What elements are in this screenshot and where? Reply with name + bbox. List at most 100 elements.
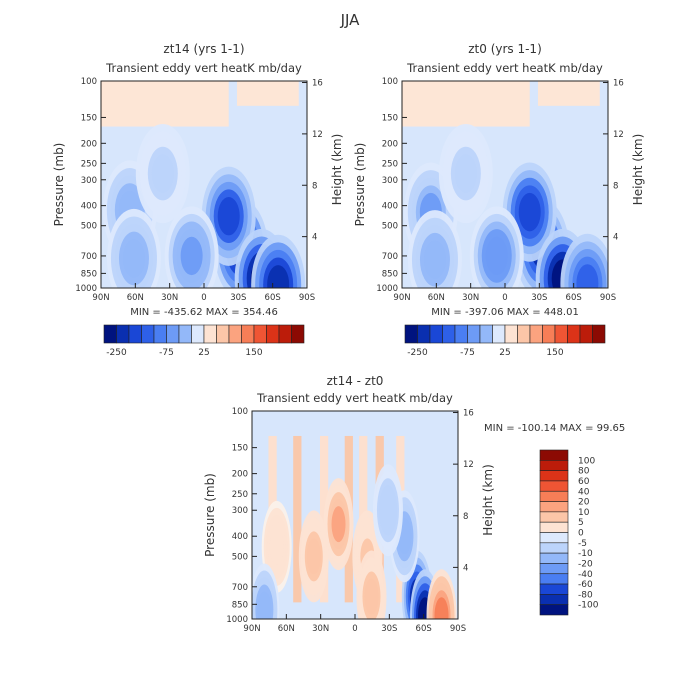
colorbar-label: -5	[578, 539, 587, 549]
y-tick-label: 400	[382, 202, 398, 212]
y-right-tick-label: 12	[613, 130, 624, 140]
contour-blob	[306, 538, 321, 575]
y-right-tick-label: 4	[613, 233, 618, 243]
x-tick-label: 60S	[566, 293, 582, 303]
plot-area	[101, 81, 307, 288]
colorbar-swatch	[529, 324, 543, 344]
colorbar-swatch	[216, 324, 230, 344]
panel-subtitle: Transient eddy vert heatK mb/day	[105, 61, 302, 75]
colorbar-label: 10	[578, 508, 590, 518]
contour-blob	[331, 506, 346, 543]
contour-blob	[423, 240, 446, 279]
panel-title: zt14 - zt0	[327, 374, 384, 388]
colorbar-swatch	[191, 324, 205, 344]
stats-text: MIN = -100.14 MAX = 99.65	[484, 423, 625, 434]
colorbar-swatch	[404, 324, 418, 344]
colorbar-swatch	[539, 511, 569, 523]
upper-band	[101, 81, 229, 127]
y-tick-label: 1000	[226, 615, 248, 625]
colorbar-swatch	[539, 563, 569, 575]
colorbar-label: -75	[460, 348, 475, 358]
x-tick-label: 0	[352, 624, 357, 634]
x-tick-label: 30S	[230, 293, 246, 303]
y-right-axis-label: Height (km)	[330, 134, 344, 205]
y-tick-label: 300	[81, 176, 97, 186]
colorbar-swatch	[128, 324, 142, 344]
contour-blob	[454, 154, 477, 193]
colorbar-swatch	[178, 324, 192, 344]
contour-blob	[257, 591, 272, 619]
colorbar-swatch	[278, 324, 292, 344]
y-right-tick-label: 8	[463, 512, 468, 522]
x-tick-label: 30S	[531, 293, 547, 303]
colorbar-swatch	[539, 490, 569, 502]
y-right-tick-label: 12	[463, 460, 474, 470]
colorbar-swatch	[592, 324, 606, 344]
colorbar-swatch	[539, 470, 569, 482]
colorbar-label: -250	[106, 348, 127, 358]
panels: zt14 (yrs 1-1) Transient eddy vert heatK …	[52, 42, 645, 634]
y-tick-label: 100	[382, 77, 398, 87]
x-tick-label: 90N	[393, 293, 410, 303]
colorbar-swatch	[417, 324, 431, 344]
colorbar-swatch	[442, 324, 456, 344]
y-right-tick-label: 4	[312, 233, 317, 243]
contour-blob	[434, 597, 449, 619]
x-tick-label: 90S	[450, 624, 466, 634]
contour-blob	[151, 154, 174, 193]
y-tick-label: 500	[382, 222, 398, 232]
panel-title: zt14 (yrs 1-1)	[163, 42, 244, 56]
y-axis-label: Pressure (mb)	[353, 143, 367, 227]
y-right-tick-label: 8	[613, 181, 618, 191]
y-axis-label: Pressure (mb)	[203, 473, 217, 557]
colorbar-label: 150	[245, 348, 262, 358]
figure-title: JJA	[340, 11, 361, 29]
colorbar-label: 25	[198, 348, 209, 358]
y-tick-label: 850	[81, 269, 97, 279]
colorbar-swatch	[253, 324, 267, 344]
y-tick-label: 150	[382, 113, 398, 123]
colorbar-label: -250	[407, 348, 428, 358]
x-tick-label: 60S	[416, 624, 432, 634]
colorbar-label: 5	[578, 518, 584, 528]
contour-blob	[364, 578, 379, 615]
stats-text: MIN = -435.62 MAX = 354.46	[130, 307, 278, 318]
contour-blob	[380, 492, 395, 529]
colorbar-swatch	[228, 324, 242, 344]
panel-1: zt14 (yrs 1-1) Transient eddy vert heatK …	[52, 42, 344, 358]
x-tick-label: 0	[502, 293, 507, 303]
colorbar-swatch	[429, 324, 443, 344]
y-tick-label: 200	[382, 139, 398, 149]
y-right-tick-label: 16	[613, 79, 624, 89]
plot-area	[252, 411, 458, 619]
colorbar-label: -20	[578, 559, 593, 569]
colorbar-swatch	[539, 604, 569, 616]
colorbar-swatch	[567, 324, 581, 344]
x-tick-label: 90N	[243, 624, 260, 634]
y-tick-label: 400	[232, 532, 248, 542]
colorbar-label: -40	[578, 570, 593, 580]
colorbar-label: 60	[578, 477, 590, 487]
colorbar-swatch	[241, 324, 255, 344]
y-right-axis-label: Height (km)	[481, 464, 495, 535]
colorbar-label: 40	[578, 487, 590, 497]
x-tick-label: 30N	[462, 293, 479, 303]
colorbar-swatch	[467, 324, 481, 344]
colorbar-swatch	[266, 324, 280, 344]
y-tick-label: 850	[232, 600, 248, 610]
colorbar-swatch	[539, 552, 569, 564]
colorbar-swatch	[291, 324, 305, 344]
x-tick-label: 90S	[600, 293, 616, 303]
x-tick-label: 60N	[428, 293, 445, 303]
panel-subtitle: Transient eddy vert heatK mb/day	[256, 391, 453, 405]
colorbar-swatch	[539, 573, 569, 585]
upper-band	[537, 81, 600, 106]
colorbar-swatch	[539, 460, 569, 471]
colorbar-swatch	[203, 324, 217, 344]
colorbar-swatch	[539, 594, 569, 605]
x-tick-label: 90N	[92, 293, 109, 303]
colorbar-swatch	[141, 324, 155, 344]
y-right-tick-label: 16	[463, 409, 474, 419]
y-tick-label: 400	[81, 202, 97, 212]
y-tick-label: 850	[382, 269, 398, 279]
